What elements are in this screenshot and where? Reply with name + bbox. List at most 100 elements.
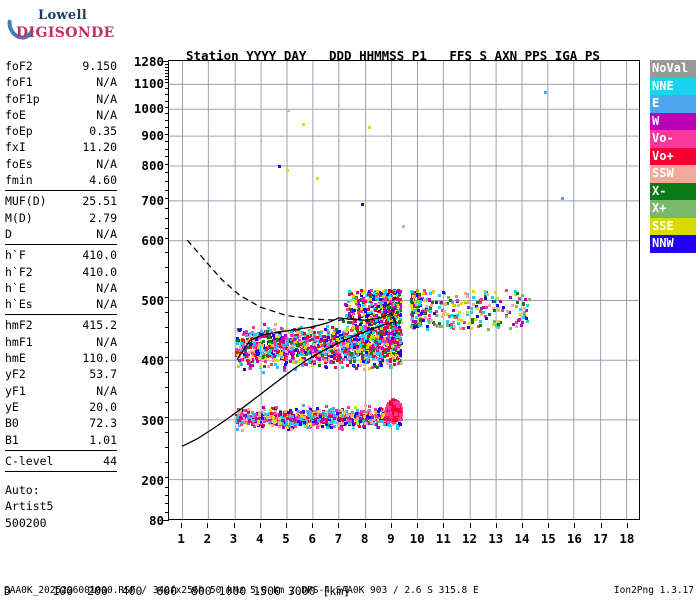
- legend-item-vo[interactable]: Vo-: [650, 130, 696, 148]
- echo-point: [360, 310, 364, 314]
- doppler-color-legend[interactable]: NoVal NNE E W Vo- Vo+ SSW X- X+ SSE NNW: [650, 60, 696, 253]
- echo-point: [373, 356, 377, 360]
- param-row-hf2: h`F2 410.0: [5, 264, 117, 280]
- legend-item-nne[interactable]: NNE: [650, 77, 696, 95]
- echo-point: [374, 324, 378, 328]
- echo-point: [236, 414, 240, 418]
- echo-point: [269, 346, 273, 350]
- echo-point: [373, 343, 377, 347]
- param-key: M(D): [5, 210, 33, 225]
- ionogram-canvas[interactable]: [168, 60, 640, 520]
- echo-point: [262, 370, 266, 374]
- echo-point: [364, 411, 368, 415]
- echo-point: [277, 334, 281, 338]
- echo-point: [306, 347, 310, 351]
- y-axis-minor-tick: [165, 107, 169, 108]
- echo-point: [316, 353, 320, 357]
- echo-point: [383, 354, 387, 358]
- legend-item-sse[interactable]: SSE: [650, 217, 696, 235]
- echo-point: [344, 304, 348, 308]
- echo-point: [250, 351, 254, 355]
- echo-point: [347, 416, 351, 420]
- echo-point: [370, 334, 374, 338]
- echo-point: [290, 414, 294, 418]
- echo-point: [363, 421, 367, 425]
- echo-point: [256, 353, 260, 357]
- echo-point: [312, 333, 316, 337]
- echo-point: [342, 342, 346, 346]
- echo-point: [248, 414, 252, 418]
- echo-point: [261, 355, 265, 359]
- echo-point: [295, 414, 299, 418]
- echo-point: [296, 423, 300, 426]
- echo-point: [344, 410, 348, 413]
- echo-point: [262, 340, 266, 344]
- echo-point: [373, 364, 377, 368]
- echo-point: [352, 364, 356, 368]
- legend-item-noval[interactable]: NoVal: [650, 60, 696, 78]
- echo-point: [396, 315, 400, 319]
- param-row-fof1: foF1 N/A: [5, 74, 117, 90]
- echo-point: [352, 351, 356, 355]
- echo-point: [396, 402, 401, 407]
- echo-point: [340, 413, 344, 417]
- echo-point: [243, 368, 246, 372]
- echo-point: [353, 345, 356, 349]
- echo-point: [338, 330, 342, 334]
- echo-point: [305, 337, 309, 341]
- param-row-b1: B1 1.01: [5, 432, 117, 448]
- echo-point: [353, 308, 357, 312]
- echo-point: [386, 349, 390, 353]
- echo-point: [260, 335, 264, 338]
- echo-point: [385, 423, 389, 427]
- echo-point: [324, 422, 328, 426]
- legend-item-x[interactable]: X+: [650, 200, 696, 218]
- echo-point: [396, 355, 400, 359]
- echo-point: [325, 336, 328, 340]
- echo-point: [376, 418, 380, 422]
- echo-point: [333, 424, 337, 428]
- x-axis-tick-label: 15: [540, 531, 556, 546]
- echo-point: [370, 354, 374, 358]
- y-axis-minor-tick: [165, 417, 169, 418]
- echo-point: [360, 289, 364, 293]
- echo-point: [360, 334, 364, 338]
- echo-point: [371, 419, 375, 423]
- echo-point: [245, 353, 249, 357]
- echo-point: [290, 427, 294, 431]
- echo-point: [375, 352, 379, 356]
- echo-point: [390, 353, 394, 357]
- echo-point: [268, 335, 272, 339]
- echo-point: [362, 345, 366, 349]
- echo-point: [332, 356, 336, 360]
- legend-item-e[interactable]: E: [650, 95, 696, 113]
- ionogram-plot-area[interactable]: [168, 60, 640, 520]
- param-value: 1.01: [89, 432, 117, 447]
- legend-item-x[interactable]: X-: [650, 182, 696, 200]
- echo-point: [374, 409, 378, 413]
- echo-point: [235, 427, 239, 431]
- echo-point: [258, 411, 262, 415]
- echo-point: [335, 328, 339, 332]
- x-axis-tick: [181, 523, 182, 528]
- legend-item-ssw[interactable]: SSW: [650, 165, 696, 183]
- echo-point: [392, 296, 396, 300]
- echo-point: [281, 342, 284, 346]
- legend-item-vo[interactable]: Vo+: [650, 147, 696, 165]
- echo-point: [271, 424, 275, 428]
- echo-point: [388, 340, 392, 344]
- echo-point: [245, 418, 249, 422]
- legend-item-w[interactable]: W: [650, 112, 696, 130]
- echo-point: [358, 420, 362, 423]
- echo-point: [356, 346, 360, 350]
- echo-point: [352, 358, 356, 361]
- echo-point: [239, 358, 243, 362]
- echo-point: [314, 416, 317, 420]
- legend-item-nnw[interactable]: NNW: [650, 235, 696, 253]
- echo-point: [371, 342, 375, 346]
- x-axis-tick-label: 6: [308, 531, 316, 546]
- echo-point: [336, 355, 340, 359]
- param-value: 44: [103, 453, 117, 468]
- echo-point: [319, 414, 323, 418]
- echo-point: [331, 325, 335, 329]
